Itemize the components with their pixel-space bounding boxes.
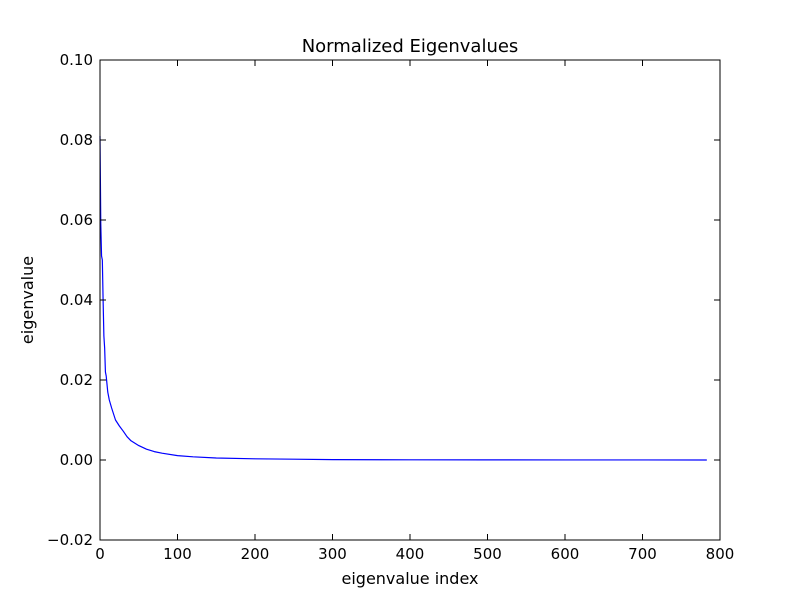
y-tick-label: 0.10 [60,51,93,69]
x-tick-label: 800 [706,545,735,563]
plot-area [100,60,720,540]
x-tick-label: 100 [163,545,192,563]
y-tick-label: 0.04 [60,291,93,309]
series-layer [99,135,707,461]
x-tick-label: 600 [551,545,580,563]
x-tick-label: 400 [396,545,425,563]
y-tick-label: 0.08 [60,131,93,149]
y-axis-label: eigenvalue [18,256,37,344]
x-tick-label: 200 [241,545,270,563]
plot-frame [99,59,721,541]
eigenvalue-series-line [99,135,707,461]
x-tick-label: 700 [628,545,657,563]
y-tick-label: 0.00 [60,451,93,469]
ticks-layer: 0 100 200 300 400 500 600 700 800 −0.02 0.00 0.02 0.… [47,51,734,563]
x-tick-label: 500 [473,545,502,563]
y-tick-label: −0.02 [47,531,93,549]
y-tick-label: 0.02 [60,371,93,389]
x-tick-label: 0 [95,545,105,563]
x-tick-label: 300 [318,545,347,563]
y-tick-label: 0.06 [60,211,93,229]
x-axis-label: eigenvalue index [342,569,479,588]
chart-title: Normalized Eigenvalues [302,36,519,57]
